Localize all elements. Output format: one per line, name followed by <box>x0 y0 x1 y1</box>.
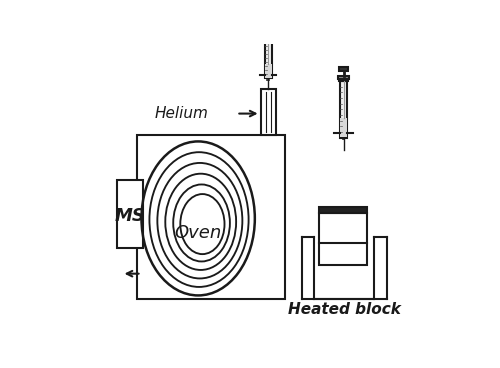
Text: Helium: Helium <box>154 106 208 121</box>
Text: Heated block: Heated block <box>288 302 401 316</box>
Bar <box>260 89 276 135</box>
Bar <box>340 117 347 137</box>
Bar <box>265 64 272 78</box>
Bar <box>137 135 284 299</box>
Bar <box>338 79 348 81</box>
Bar <box>265 39 272 78</box>
Bar <box>340 81 347 138</box>
Text: Oven: Oven <box>174 224 222 242</box>
Bar <box>264 25 272 29</box>
Bar <box>340 67 348 71</box>
Bar <box>318 206 367 213</box>
Bar <box>318 213 367 265</box>
Bar <box>264 37 272 39</box>
Bar <box>338 76 349 79</box>
Bar <box>118 180 143 248</box>
Bar <box>264 34 274 37</box>
Text: MS: MS <box>114 206 146 224</box>
